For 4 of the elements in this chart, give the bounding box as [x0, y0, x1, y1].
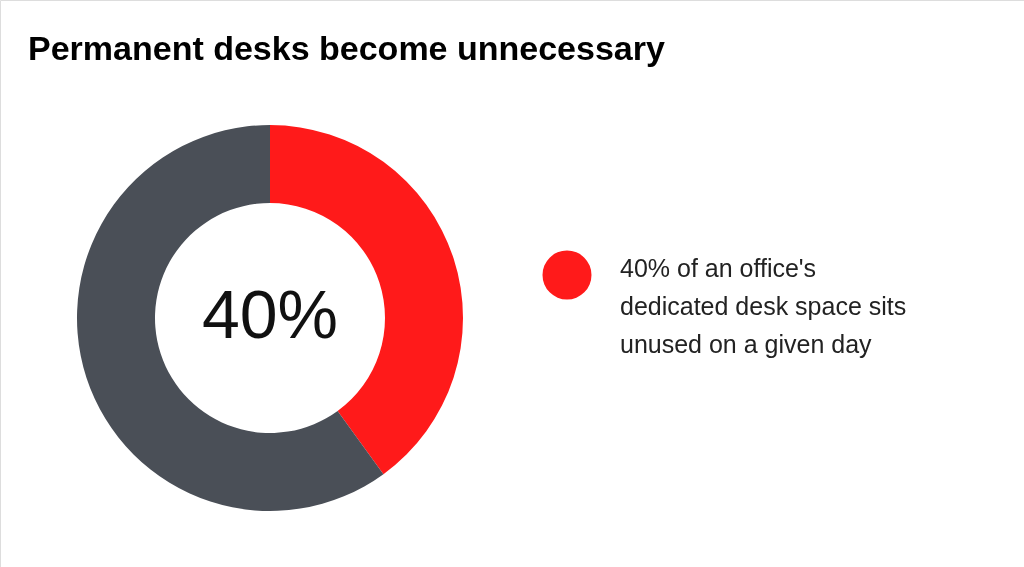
donut-slice [77, 125, 384, 511]
chart-title: Permanent desks become unnecessary [28, 29, 665, 67]
text: 40% [201, 276, 339, 352]
legend-label: 40% of an office's dedicated desk space sits unused on a given day [620, 254, 907, 358]
